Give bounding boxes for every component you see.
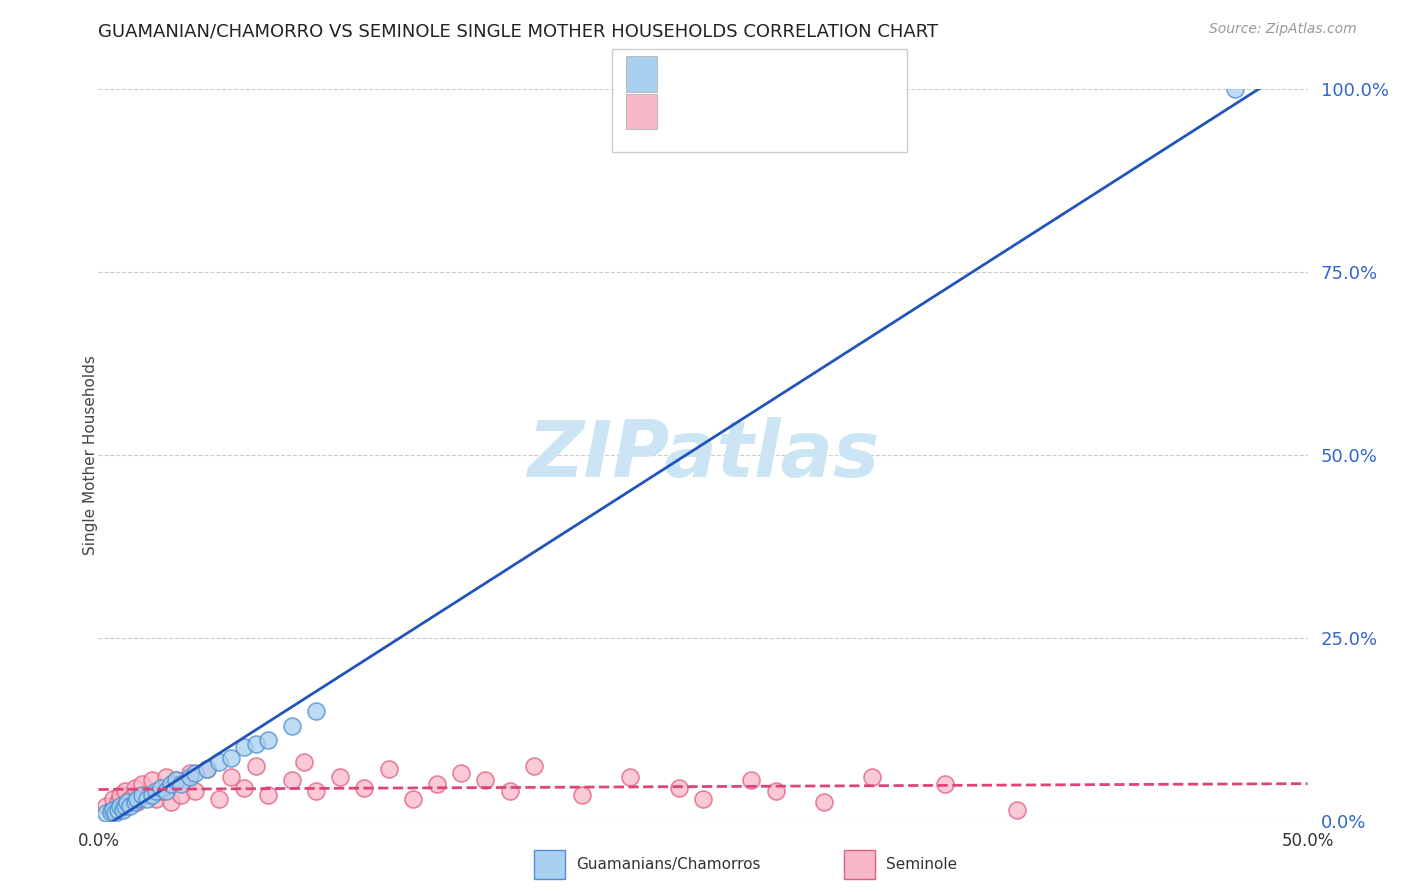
Point: [765, 784, 787, 798]
Point: [145, 784, 167, 798]
Point: [101, 791, 124, 805]
Point: [100, 803, 122, 817]
Point: [571, 788, 593, 802]
Point: [131, 788, 153, 802]
Text: 49: 49: [823, 104, 846, 122]
Point: [860, 770, 883, 784]
Point: [208, 791, 231, 805]
Point: [114, 799, 136, 814]
Point: [108, 799, 131, 814]
Point: [256, 733, 278, 747]
Point: [221, 770, 243, 784]
Point: [150, 780, 173, 795]
Point: [160, 796, 183, 810]
Point: [114, 784, 136, 798]
Point: [160, 777, 183, 791]
Point: [150, 784, 173, 798]
Text: N =: N =: [778, 67, 825, 85]
Point: [117, 796, 139, 810]
Point: [221, 751, 243, 765]
Point: [111, 803, 134, 817]
Point: [124, 780, 146, 795]
Point: [145, 791, 167, 805]
Point: [329, 770, 352, 784]
Point: [131, 777, 153, 791]
Text: -0.032: -0.032: [707, 104, 766, 122]
Point: [169, 788, 191, 802]
Point: [101, 803, 124, 817]
Text: ZIPatlas: ZIPatlas: [527, 417, 879, 493]
Point: [402, 791, 425, 805]
Point: [353, 780, 375, 795]
Point: [1007, 803, 1029, 817]
Point: [108, 788, 131, 802]
Point: [450, 766, 472, 780]
Point: [184, 784, 207, 798]
Text: 32: 32: [823, 67, 846, 85]
Point: [813, 796, 835, 810]
Point: [245, 758, 267, 772]
Point: [498, 784, 520, 798]
Point: [100, 805, 122, 819]
Point: [179, 770, 201, 784]
Point: [1223, 82, 1246, 96]
Point: [668, 780, 690, 795]
Text: GUAMANIAN/CHAMORRO VS SEMINOLE SINGLE MOTHER HOUSEHOLDS CORRELATION CHART: GUAMANIAN/CHAMORRO VS SEMINOLE SINGLE MO…: [98, 22, 939, 40]
Point: [934, 777, 956, 791]
Point: [305, 784, 328, 798]
Point: [165, 773, 187, 788]
Text: Source: ZipAtlas.com: Source: ZipAtlas.com: [1209, 22, 1357, 37]
Point: [195, 763, 218, 777]
Point: [692, 791, 714, 805]
Point: [245, 737, 267, 751]
Point: [107, 796, 129, 810]
Point: [104, 806, 127, 821]
Point: [94, 806, 117, 821]
Point: [124, 796, 146, 810]
Point: [619, 770, 641, 784]
Point: [426, 777, 449, 791]
Text: R =: R =: [668, 104, 704, 122]
Point: [184, 766, 207, 780]
Text: Guamanians/Chamorros: Guamanians/Chamorros: [576, 857, 761, 871]
Point: [523, 758, 546, 772]
Point: [179, 766, 201, 780]
Text: N =: N =: [778, 104, 825, 122]
Point: [232, 740, 254, 755]
Point: [195, 763, 218, 777]
Point: [118, 799, 141, 814]
Point: [281, 718, 304, 732]
Point: [281, 773, 304, 788]
Point: [740, 773, 762, 788]
Point: [169, 777, 191, 791]
Point: [155, 784, 177, 798]
Point: [135, 791, 157, 805]
Point: [232, 780, 254, 795]
Point: [155, 770, 177, 784]
Point: [135, 788, 157, 802]
Point: [305, 704, 328, 718]
Y-axis label: Single Mother Households: Single Mother Households: [83, 355, 97, 555]
Point: [165, 773, 187, 788]
Point: [377, 763, 399, 777]
Point: [107, 803, 129, 817]
Point: [474, 773, 496, 788]
Point: [256, 788, 278, 802]
Text: 0.916: 0.916: [707, 67, 765, 85]
Point: [127, 791, 149, 805]
Point: [292, 755, 315, 769]
Point: [127, 796, 149, 810]
Point: [141, 788, 163, 802]
Text: Seminole: Seminole: [886, 857, 957, 871]
Point: [208, 755, 231, 769]
Text: R =: R =: [668, 67, 704, 85]
Point: [111, 799, 134, 814]
Point: [141, 773, 163, 788]
Point: [94, 799, 117, 814]
Point: [118, 791, 141, 805]
